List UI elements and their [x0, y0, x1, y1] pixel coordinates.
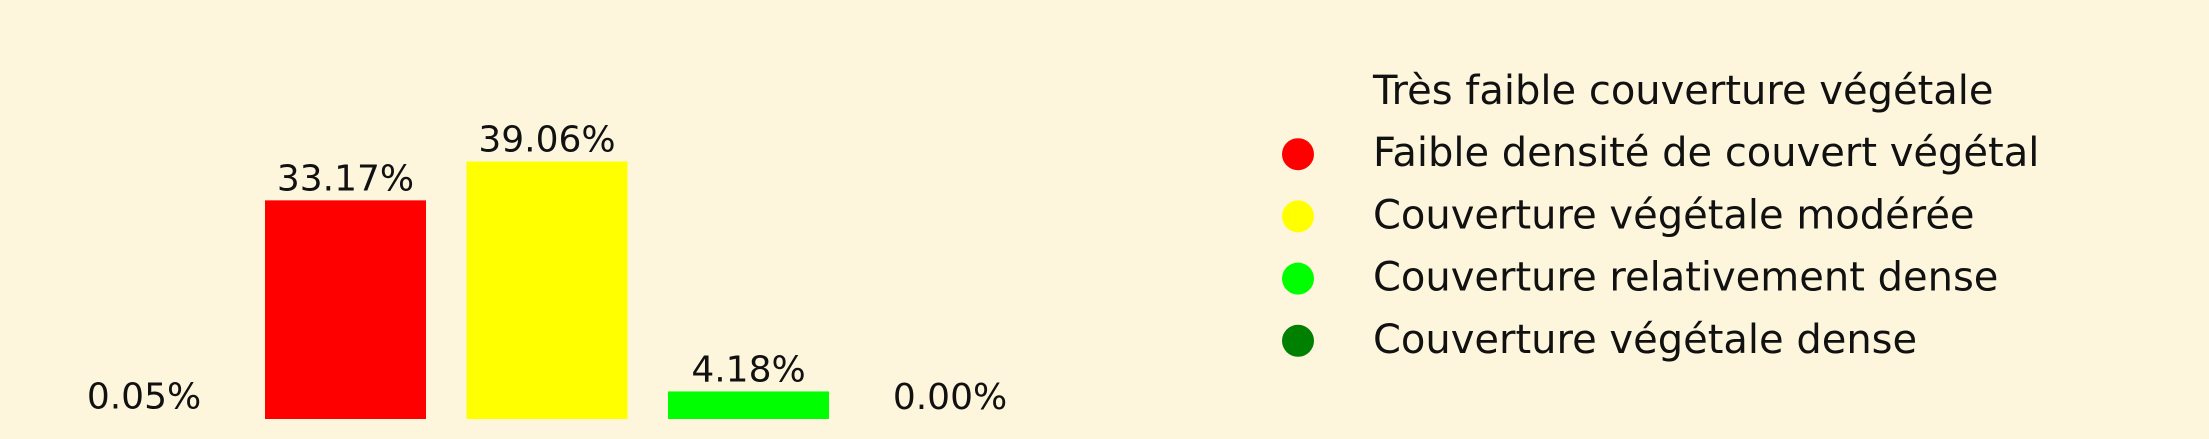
legend-label-4: Couverture relativement dense — [1373, 255, 1998, 301]
legend-marker-1 — [1282, 76, 1314, 108]
bar-4 — [668, 391, 829, 419]
legend-marker-4 — [1282, 263, 1314, 295]
bar-value-label-3: 39.06% — [478, 120, 615, 161]
bar-3 — [467, 162, 628, 419]
bar-value-label-4: 4.18% — [691, 349, 805, 390]
legend: Très faible couverture végétale Faible de… — [1282, 68, 2039, 363]
legend-label-2: Faible densité de couvert végétal — [1373, 130, 2039, 176]
bar-value-label-1: 0.05% — [87, 377, 201, 418]
legend-marker-2 — [1282, 138, 1314, 170]
legend-label-5: Couverture végétale dense — [1373, 317, 1917, 363]
bar-2 — [265, 200, 426, 419]
legend-label-1: Très faible couverture végétale — [1372, 68, 1994, 114]
legend-marker-3 — [1282, 200, 1314, 232]
bar-value-label-2: 33.17% — [277, 158, 414, 199]
legend-marker-5 — [1282, 325, 1314, 357]
legend-label-3: Couverture végétale modérée — [1373, 192, 1975, 238]
bar-value-label-5: 0.00% — [893, 377, 1007, 418]
